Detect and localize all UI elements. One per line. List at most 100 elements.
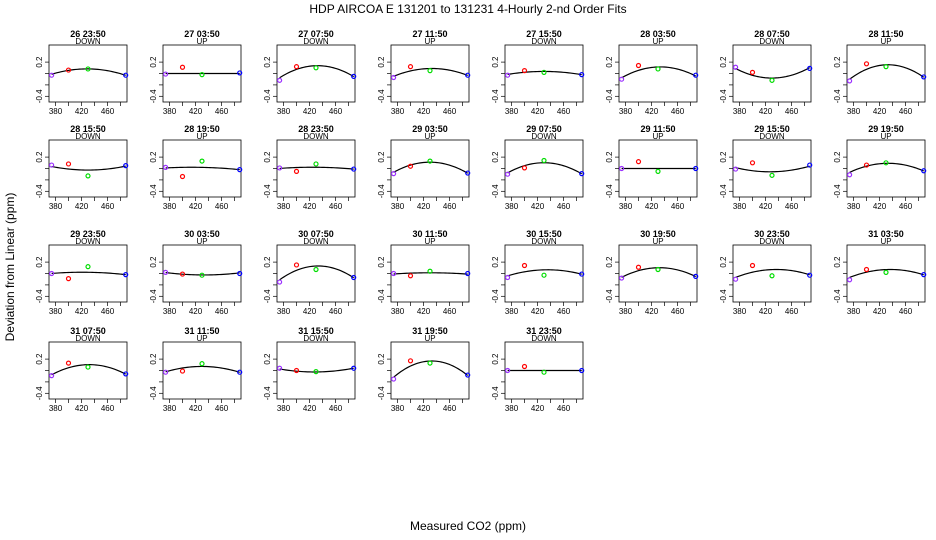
standard-point — [179, 173, 186, 180]
y-tick-label: -0.4 — [491, 386, 500, 400]
x-tick-label: 460 — [671, 107, 685, 116]
standard-point — [505, 72, 511, 78]
standard-point — [313, 266, 319, 273]
standard-point — [391, 74, 397, 81]
panel-direction: UP — [424, 37, 435, 46]
standard-point — [655, 168, 661, 174]
standard-point — [655, 66, 661, 72]
x-tick-label: 380 — [277, 307, 291, 316]
standard-point — [163, 269, 169, 275]
x-tick-label: 460 — [785, 107, 799, 116]
fit-curve — [849, 64, 925, 80]
standard-point — [163, 164, 169, 170]
panel-title: 28 07:50 — [754, 29, 790, 39]
panel-frame — [846, 244, 926, 303]
y-tick-label: 0.2 — [377, 256, 386, 268]
x-tick-label: 380 — [847, 307, 861, 316]
standard-point — [313, 65, 319, 71]
standard-point — [277, 279, 283, 285]
y-tick-label: -0.4 — [377, 184, 386, 198]
x-tick-label: 460 — [557, 107, 571, 116]
x-tick-label: 380 — [277, 107, 291, 116]
panel-direction: UP — [652, 237, 663, 246]
x-tick-label: 460 — [443, 404, 457, 413]
standard-point — [179, 64, 186, 70]
x-tick-label: 460 — [329, 404, 343, 413]
standard-point — [521, 165, 528, 171]
y-tick-label: -0.4 — [263, 289, 272, 303]
standard-point — [579, 367, 585, 374]
panel-title: 29 11:50 — [640, 124, 675, 134]
y-tick-label: 0.2 — [149, 151, 158, 163]
x-tick-label: 460 — [101, 307, 115, 316]
y-tick-label: 0.2 — [377, 151, 386, 163]
x-tick-label: 460 — [671, 202, 685, 211]
fit-curve — [507, 162, 582, 175]
standard-point — [293, 367, 300, 374]
standard-point — [351, 274, 357, 281]
x-tick-label: 420 — [417, 202, 431, 211]
standard-point — [579, 171, 585, 177]
standard-point — [427, 158, 433, 164]
x-tick-label: 380 — [391, 307, 405, 316]
standard-point — [179, 271, 186, 277]
panel-direction: UP — [652, 37, 663, 46]
standard-point — [65, 276, 72, 282]
x-tick-label: 380 — [391, 404, 405, 413]
x-tick-label: 460 — [329, 307, 343, 316]
y-tick-label: -0.4 — [833, 289, 842, 303]
x-tick-label: 460 — [557, 404, 571, 413]
x-tick-label: 420 — [303, 307, 317, 316]
standard-point — [351, 73, 357, 79]
y-tick-label: 0.2 — [491, 353, 500, 365]
y-tick-label: 0.2 — [833, 151, 842, 163]
panel-direction: DOWN — [759, 132, 785, 141]
standard-point — [921, 272, 927, 278]
standard-point — [693, 72, 699, 78]
panel-frame — [276, 44, 356, 103]
y-tick-label: -0.4 — [491, 184, 500, 198]
standard-point — [521, 363, 528, 370]
y-tick-label: -0.4 — [377, 289, 386, 303]
fit-curve — [165, 365, 240, 373]
standard-point — [465, 72, 471, 78]
standard-point — [179, 368, 186, 374]
panel-direction: UP — [196, 237, 207, 246]
panel-direction: UP — [880, 37, 891, 46]
y-tick-label: 0.2 — [833, 56, 842, 68]
y-tick-label: -0.4 — [719, 89, 728, 103]
y-tick-label: -0.4 — [605, 289, 614, 303]
panel-title: 29 15:50 — [754, 124, 790, 134]
panel-title: 29 03:50 — [412, 124, 448, 134]
standard-point — [199, 272, 205, 278]
panel-title: 31 07:50 — [70, 326, 106, 336]
x-tick-label: 460 — [329, 107, 343, 116]
x-tick-label: 380 — [619, 307, 633, 316]
x-tick-label: 460 — [443, 307, 457, 316]
y-tick-label: -0.4 — [491, 89, 500, 103]
x-tick-label: 420 — [303, 404, 317, 413]
standard-point — [863, 266, 870, 273]
standard-point — [48, 270, 55, 277]
x-tick-label: 380 — [49, 107, 63, 116]
panel-title: 28 11:50 — [868, 29, 903, 39]
standard-point — [655, 266, 661, 273]
standard-point — [579, 271, 585, 277]
x-tick-label: 420 — [645, 307, 659, 316]
y-tick-label: 0.2 — [605, 256, 614, 268]
y-tick-label: -0.4 — [377, 386, 386, 400]
standard-point — [749, 69, 756, 75]
standard-point — [237, 167, 243, 173]
fit-curve — [279, 367, 354, 373]
x-tick-label: 460 — [101, 107, 115, 116]
